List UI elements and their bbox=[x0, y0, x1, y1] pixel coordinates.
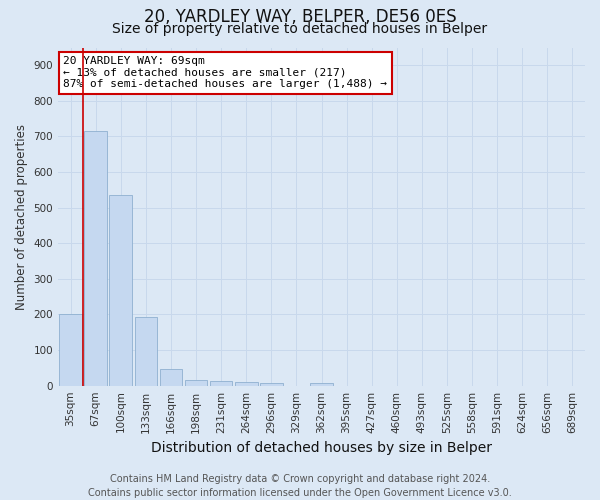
Bar bbox=[235, 382, 257, 386]
Bar bbox=[310, 383, 333, 386]
Text: 20, YARDLEY WAY, BELPER, DE56 0ES: 20, YARDLEY WAY, BELPER, DE56 0ES bbox=[143, 8, 457, 26]
Text: Contains HM Land Registry data © Crown copyright and database right 2024.
Contai: Contains HM Land Registry data © Crown c… bbox=[88, 474, 512, 498]
Text: Size of property relative to detached houses in Belper: Size of property relative to detached ho… bbox=[112, 22, 488, 36]
Bar bbox=[109, 194, 132, 386]
Bar bbox=[185, 380, 208, 386]
Bar bbox=[210, 382, 232, 386]
Bar bbox=[260, 383, 283, 386]
X-axis label: Distribution of detached houses by size in Belper: Distribution of detached houses by size … bbox=[151, 441, 492, 455]
Bar bbox=[85, 131, 107, 386]
Text: 20 YARDLEY WAY: 69sqm
← 13% of detached houses are smaller (217)
87% of semi-det: 20 YARDLEY WAY: 69sqm ← 13% of detached … bbox=[64, 56, 388, 89]
Bar bbox=[160, 370, 182, 386]
Bar bbox=[59, 314, 82, 386]
Bar bbox=[134, 318, 157, 386]
Y-axis label: Number of detached properties: Number of detached properties bbox=[15, 124, 28, 310]
